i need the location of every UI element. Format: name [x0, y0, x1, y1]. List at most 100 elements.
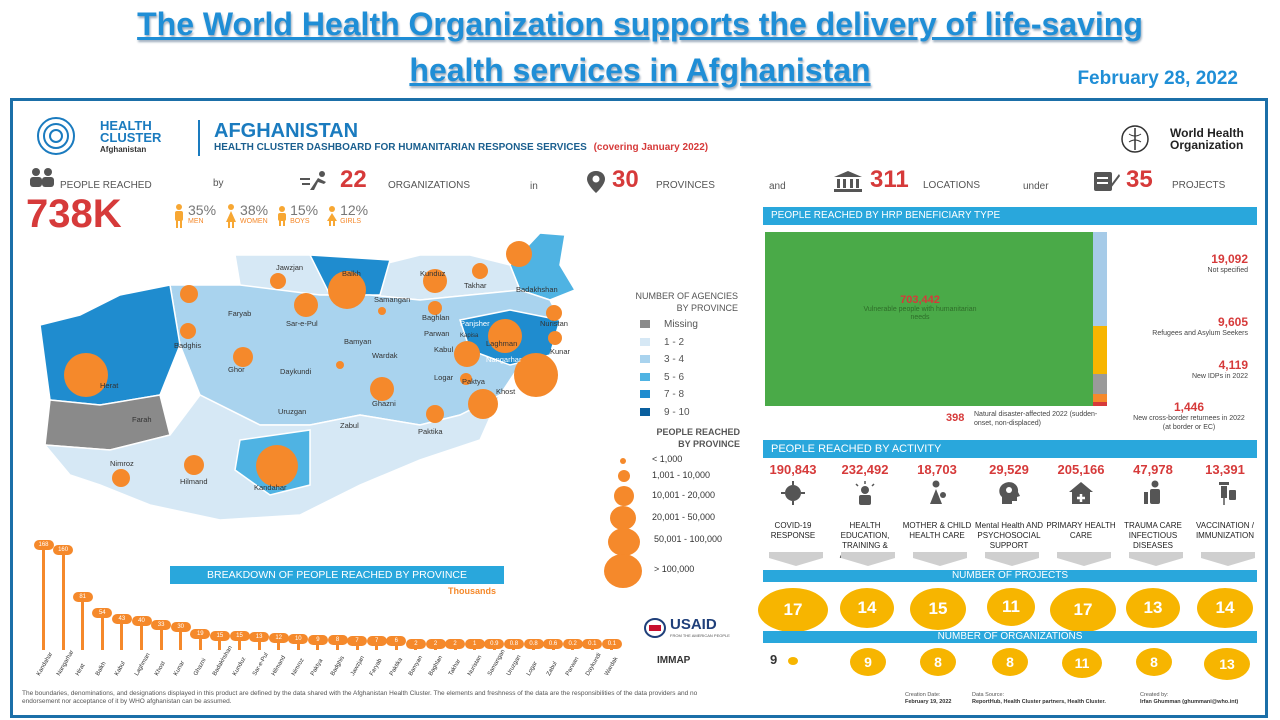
bar-paktya [316, 644, 320, 650]
bar-kunduz [238, 641, 241, 650]
arrow-down-icon [769, 552, 823, 566]
activity-health-education: 232,492 HEALTH EDUCATION, TRAINING & AWA… [830, 462, 900, 561]
footer-creation-date: February 19, 2022 [905, 699, 952, 705]
beneficiary-label-returnees: New cross-border returnees in 2022 (at b… [1133, 415, 1245, 431]
legend-swatch-9-10 [640, 407, 650, 416]
reached-legend-swatch-5 [608, 528, 640, 556]
people-reached-label: PEOPLE REACHED [60, 180, 152, 191]
bar-label-hilmand: 12 [268, 632, 289, 643]
reached-circle-kabul [454, 341, 480, 367]
map-label-laghman: Laghman [486, 339, 518, 348]
location-pin-icon [586, 170, 606, 194]
demographic-boys: 15% BOYS [276, 203, 318, 228]
bar-label-parwan: 0.2 [562, 639, 583, 649]
reached-circle-kunar [548, 331, 562, 345]
legend-swatch-7-8 [640, 390, 650, 399]
bar-sar-e-pul [257, 642, 261, 650]
bar-logar [532, 649, 535, 650]
beneficiary-main-value: 703,442 [900, 294, 940, 306]
locations-label: LOCATIONS [923, 180, 981, 191]
health-cluster-logo-icon [26, 112, 92, 160]
building-icon [833, 170, 863, 192]
legend-label-9-10: 9 - 10 [664, 406, 690, 418]
legend-label-7-8: 7 - 8 [664, 389, 685, 400]
arrow-down-icon [1129, 552, 1183, 566]
reached-circle-samangan [378, 307, 386, 315]
bar-nangarhar [61, 554, 65, 650]
beneficiary-label-idps: New IDPs in 2022 [1191, 373, 1248, 380]
map-label-faryab: Faryab [228, 309, 252, 318]
reached-circle-kandahar [256, 445, 298, 487]
injured-person-icon [1144, 480, 1160, 504]
bar-label-kabul: 43 [111, 614, 132, 625]
agencies-legend-item: Missing [640, 316, 698, 334]
bar-label-nimroz: 10 [288, 634, 309, 645]
demographic-women: 38% WOMEN [224, 203, 268, 228]
bar-uruzgan [512, 649, 516, 650]
reached-circle-kunduz [423, 269, 447, 293]
bar-label-laghman: 40 [131, 616, 152, 627]
map-label-nangarhar: Nangarhar [486, 355, 522, 364]
bar-parwan [571, 649, 575, 650]
orgs-primary-care: 11 [1062, 648, 1102, 678]
agencies-legend-item: 1 - 2 [640, 334, 698, 352]
beneficiary-value-returnees: 1,446 [1173, 400, 1205, 414]
virus-icon [781, 481, 805, 505]
activity-arrows [763, 552, 1257, 566]
reached-legend-swatch-4 [610, 506, 636, 530]
bar-label-zabul: 0.6 [543, 639, 564, 649]
activity-value-mental-health: 29,529 [989, 462, 1029, 477]
bar-label-paktya: 9 [307, 634, 328, 645]
bar-label-badakhshan: 15 [209, 631, 230, 642]
reached-circle-paktika [426, 405, 444, 423]
projects-band: NUMBER OF PROJECTS [763, 570, 1257, 582]
map-label-parwan: Parwan [424, 329, 450, 338]
usaid-logo-text: USAID [670, 616, 717, 633]
runner-icon [300, 170, 332, 192]
reached-circle-uruzgan [336, 361, 344, 369]
projects-trauma: 13 [1126, 588, 1180, 628]
footer-creation-label: Creation Date: [905, 692, 941, 698]
map-label-hilmand: Hilmand [180, 477, 208, 486]
clipboard-icon [1092, 170, 1120, 192]
people-icon [28, 166, 56, 188]
bar-label-kunar: 30 [170, 622, 191, 633]
demographic-men: 35% MEN [172, 203, 216, 228]
activity-label-mental-health: Mental Health AND PSYCHOSOCIAL SUPPORT [974, 521, 1044, 550]
bar-label-kunduz: 15 [229, 631, 250, 642]
bar-baghlan [434, 648, 437, 650]
activity-label-trauma: TRAUMA CARE INFECTIOUS DISEASES [1124, 521, 1182, 550]
reached-circle-faryab [180, 285, 198, 303]
orgs-trauma: 8 [1136, 648, 1172, 676]
map-label-herat: Herat [100, 381, 119, 390]
reached-legend: < 1,000 1,001 - 10,000 10,001 - 20,000 2… [600, 452, 750, 592]
breakdown-bar-chart: 168 Kandahar 160 Nangarhar 81 Hirat 54 Balkh 43 K… [33, 540, 634, 677]
projects-health-education: 14 [840, 588, 894, 628]
legend-label-missing: Missing [664, 319, 698, 330]
agencies-legend: Missing 1 - 2 3 - 4 5 - 6 7 - 8 9 - 10 [640, 316, 698, 421]
legend-swatch-missing [640, 320, 650, 329]
bar-kandahar [42, 550, 45, 650]
map-label-jawzjan: Jawzjan [276, 263, 304, 272]
agencies-legend-item: 3 - 4 [640, 351, 698, 369]
agencies-legend-title1: NUMBER OF AGENCIES [635, 291, 738, 301]
beneficiary-title: PEOPLE REACHED BY HRP BENEFICIARY TYPE [763, 207, 1257, 225]
map-label-balkh: Balkh [342, 269, 361, 278]
map-label-badghis: Badghis [174, 341, 202, 350]
bar-label-ghazni: 19 [190, 628, 211, 639]
map-label-kandahar: Kandahar [254, 483, 287, 492]
bar-laghman [140, 626, 143, 650]
provinces-label: PROVINCES [656, 180, 715, 191]
bar-label-wardak: 0.1 [601, 639, 622, 649]
agencies-legend-item: 9 - 10 [640, 404, 698, 422]
reached-circle-balkh [328, 271, 366, 309]
bar-badakhshan [218, 641, 222, 650]
agencies-legend-item: 7 - 8 [640, 386, 698, 404]
man-icon [175, 204, 183, 228]
reached-legend-label-6: > 100,000 [654, 564, 695, 574]
activity-vaccination: 13,391 VACCINATION / IMMUNIZATION [1190, 462, 1260, 541]
projects-covid: 17 [758, 588, 828, 632]
headline-line1: The World Health Organization supports t… [137, 6, 1143, 42]
bar-nuristan [473, 649, 477, 650]
orgs-covid: 9 [770, 652, 778, 667]
